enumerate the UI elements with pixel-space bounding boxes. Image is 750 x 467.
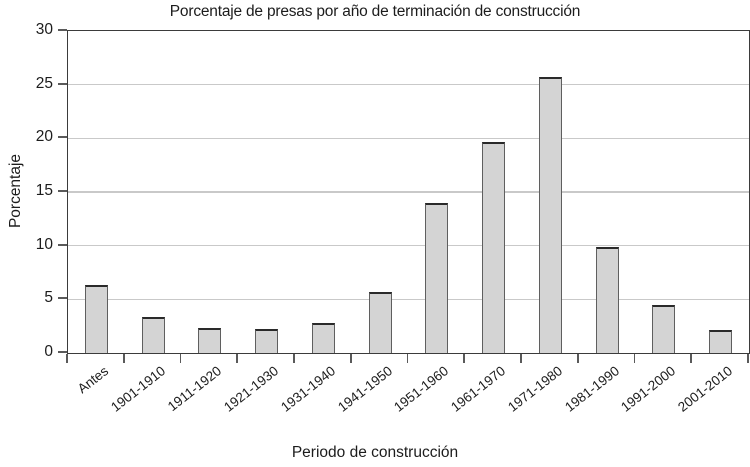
- x-tick-label: 1961-1970: [448, 363, 509, 415]
- x-tick-label: 1981-1990: [561, 363, 622, 415]
- y-tick-mark: [58, 82, 67, 85]
- x-tick-mark: [236, 353, 239, 363]
- x-tick-label: Antes: [74, 363, 111, 397]
- y-tick-label: 15: [35, 182, 53, 199]
- y-tick-label: 30: [35, 21, 53, 38]
- y-tick-label: 5: [44, 289, 53, 307]
- bar: [368, 291, 392, 353]
- gridline: [68, 298, 749, 301]
- y-tick-mark: [58, 243, 67, 246]
- y-tick-label: 0: [44, 343, 53, 360]
- y-tick-mark: [58, 136, 67, 139]
- x-tick-label: 1951-1960: [391, 363, 452, 415]
- bar: [255, 329, 279, 353]
- x-tick-label: 1911-1920: [165, 363, 225, 415]
- gridline: [68, 83, 749, 86]
- x-tick-mark: [66, 353, 68, 363]
- y-tick-mark: [58, 190, 67, 192]
- x-tick-mark: [122, 353, 125, 363]
- y-tick-mark: [58, 351, 67, 353]
- x-tick-mark: [349, 353, 352, 363]
- x-tick-label: 1921-1930: [221, 363, 282, 415]
- y-tick-label: 20: [35, 128, 53, 146]
- x-tick-mark: [633, 353, 636, 363]
- x-tick-mark: [690, 353, 693, 363]
- x-tick-mark: [179, 353, 182, 363]
- bar: [311, 322, 335, 353]
- y-tick-label: 10: [35, 235, 53, 253]
- bar: [84, 285, 108, 353]
- bar: [141, 316, 165, 353]
- bar: [538, 77, 562, 353]
- plot-area: [67, 30, 750, 354]
- y-tick-mark: [58, 29, 67, 31]
- y-tick-label: 25: [35, 74, 53, 92]
- y-tick-mark: [58, 297, 67, 300]
- x-tick-mark: [576, 353, 579, 363]
- x-tick-label: 1941-1950: [334, 363, 395, 415]
- gridline: [68, 244, 749, 247]
- gridline: [68, 191, 749, 193]
- x-tick-mark: [520, 353, 522, 363]
- bar: [709, 330, 733, 353]
- bar: [482, 141, 506, 353]
- x-tick-label: 1991-2000: [618, 363, 679, 415]
- x-tick-label: 1971-1980: [504, 363, 565, 415]
- chart-title: Porcentaje de presas por año de terminac…: [169, 3, 581, 20]
- bar: [198, 328, 222, 353]
- bar: [652, 304, 676, 353]
- x-tick-mark: [747, 353, 749, 363]
- x-tick-label: 1931-1940: [277, 363, 338, 415]
- gridline: [68, 137, 749, 140]
- x-tick-label: 2001-2010: [675, 363, 736, 415]
- x-axis-title: Periodo de construcción: [291, 444, 459, 461]
- bar: [595, 246, 619, 353]
- x-tick-mark: [293, 353, 295, 363]
- x-tick-label: 1901-1910: [107, 363, 168, 415]
- x-tick-mark: [463, 353, 466, 363]
- x-tick-mark: [406, 353, 409, 363]
- bar: [425, 202, 449, 353]
